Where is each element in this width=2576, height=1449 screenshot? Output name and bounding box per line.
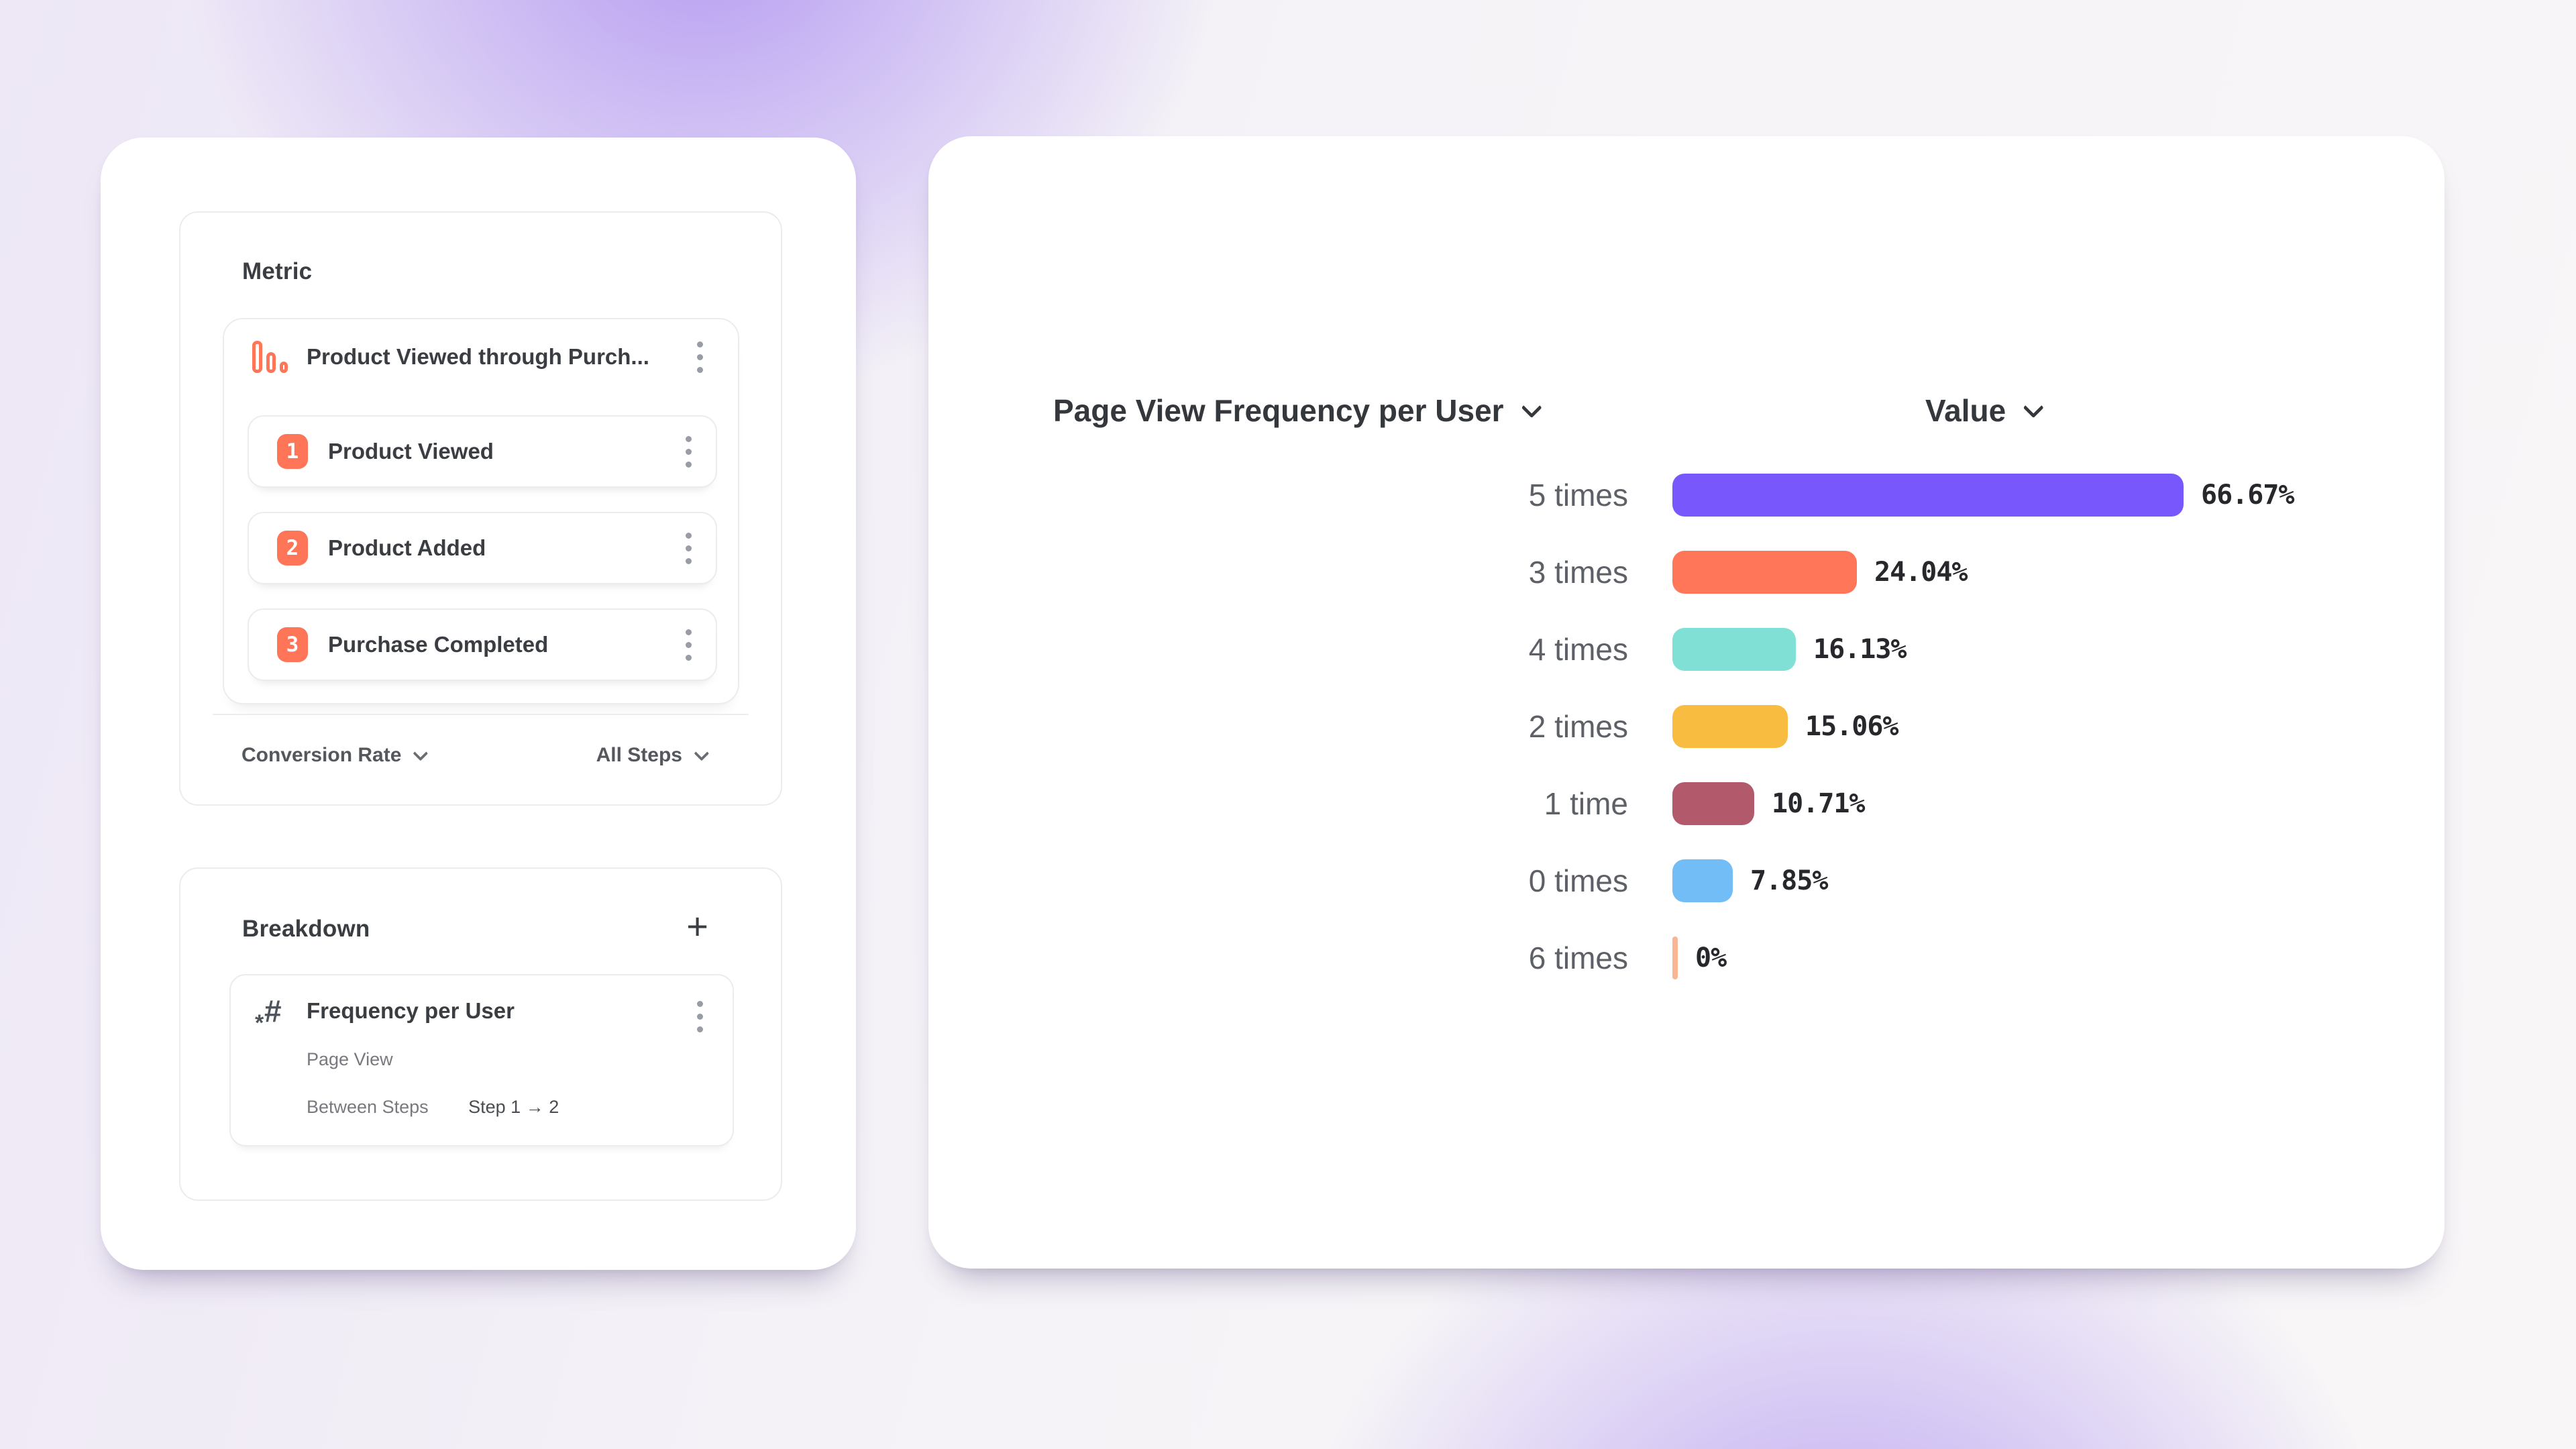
measurement-dropdown[interactable]: Conversion Rate: [241, 744, 429, 767]
category-label: 2 times: [1528, 708, 1628, 744]
kebab-menu-icon[interactable]: [686, 435, 692, 468]
value-bar[interactable]: [1672, 859, 1733, 902]
chart-row: 6 times 0%: [928, 919, 2445, 996]
steps-scope-dropdown[interactable]: All Steps: [596, 744, 710, 767]
value-bar[interactable]: [1672, 550, 1857, 594]
chart-row: 3 times 24.04%: [928, 533, 2445, 610]
value-column-header-label: Value: [1925, 393, 2006, 428]
value-column-header-dropdown[interactable]: Value: [1925, 392, 2045, 429]
kebab-menu-icon[interactable]: [697, 341, 703, 373]
value-bar[interactable]: [1672, 704, 1788, 748]
kebab-menu-icon[interactable]: [686, 532, 692, 564]
category-label: 3 times: [1528, 554, 1628, 590]
steps-scope-dropdown-label: All Steps: [596, 744, 682, 766]
category-label: 0 times: [1528, 863, 1628, 898]
funnel-step[interactable]: 3 Purchase Completed: [248, 608, 717, 681]
add-breakdown-button[interactable]: +: [686, 905, 708, 947]
value-label: 16.13%: [1813, 633, 1907, 665]
step-label: Purchase Completed: [328, 632, 549, 657]
value-label: 66.67%: [2201, 479, 2294, 511]
metric-panel-title: Metric: [242, 258, 313, 284]
breakdown-panel: Breakdown + # * Frequency per User Page V…: [179, 867, 782, 1201]
funnel-header-row: Product Viewed through Purch...: [224, 319, 738, 394]
value-bar[interactable]: [1672, 936, 1678, 979]
breakdown-between-steps-row: Between Steps Step 1 → 2: [307, 1097, 559, 1118]
breakdown-event-name: Page View: [307, 1049, 393, 1069]
measurement-dropdown-label: Conversion Rate: [241, 744, 402, 766]
breakdown-item-title: Frequency per User: [307, 998, 515, 1023]
value-bar[interactable]: [1672, 782, 1754, 825]
funnel-definition-box[interactable]: Product Viewed through Purch... 1 Produc…: [223, 318, 739, 704]
category-label: 5 times: [1528, 477, 1628, 513]
value-label: 15.06%: [1805, 710, 1898, 742]
category-label: 4 times: [1528, 631, 1628, 667]
step-number-badge: 2: [277, 531, 308, 566]
metric-panel: Metric Product Viewed through Purch... 1…: [179, 211, 782, 806]
chevron-down-icon: [2023, 397, 2045, 419]
value-bar[interactable]: [1672, 627, 1796, 671]
chart-row: 5 times 66.67%: [928, 456, 2445, 533]
category-label: 6 times: [1528, 940, 1628, 975]
between-steps-value[interactable]: Step 1 → 2: [468, 1097, 559, 1117]
step-label: Product Viewed: [328, 439, 494, 464]
chart-row: 0 times 7.85%: [928, 842, 2445, 919]
chevron-down-icon: [694, 745, 710, 761]
value-label: 10.71%: [1772, 788, 1865, 819]
chevron-down-icon: [1521, 397, 1542, 419]
breakdown-column-header-label: Page View Frequency per User: [1053, 393, 1504, 428]
step-label: Product Added: [328, 535, 486, 560]
query-builder-card: Metric Product Viewed through Purch... 1…: [101, 138, 856, 1270]
metric-footer-row: Conversion Rate All Steps: [180, 729, 781, 782]
panel-divider: [213, 714, 749, 715]
chart-row: 1 time 10.71%: [928, 765, 2445, 842]
value-bar[interactable]: [1672, 473, 2184, 517]
numeric-property-icon: # *: [255, 994, 282, 1036]
category-label: 1 time: [1544, 786, 1628, 821]
chart-row: 4 times 16.13%: [928, 610, 2445, 688]
step-number-badge: 3: [277, 627, 308, 662]
funnel-step[interactable]: 1 Product Viewed: [248, 415, 717, 488]
chart-row: 2 times 15.06%: [928, 688, 2445, 765]
chevron-down-icon: [413, 745, 429, 761]
breakdown-panel-title: Breakdown: [242, 916, 370, 942]
value-label: 24.04%: [1874, 556, 1968, 588]
funnel-title: Product Viewed through Purch...: [307, 344, 649, 369]
funnel-step[interactable]: 2 Product Added: [248, 512, 717, 584]
step-number-badge: 1: [277, 434, 308, 469]
kebab-menu-icon[interactable]: [686, 629, 692, 661]
breakdown-item-card[interactable]: # * Frequency per User Page View Between …: [229, 974, 734, 1146]
kebab-menu-icon[interactable]: [697, 1001, 703, 1032]
value-label: 0%: [1695, 942, 1727, 973]
between-steps-label: Between Steps: [307, 1097, 429, 1117]
funnel-bars-icon: [252, 341, 288, 373]
chart-card: Page View Frequency per User Value 5 tim…: [928, 136, 2445, 1269]
breakdown-column-header-dropdown[interactable]: Page View Frequency per User: [1053, 392, 1542, 429]
value-label: 7.85%: [1750, 865, 1828, 896]
